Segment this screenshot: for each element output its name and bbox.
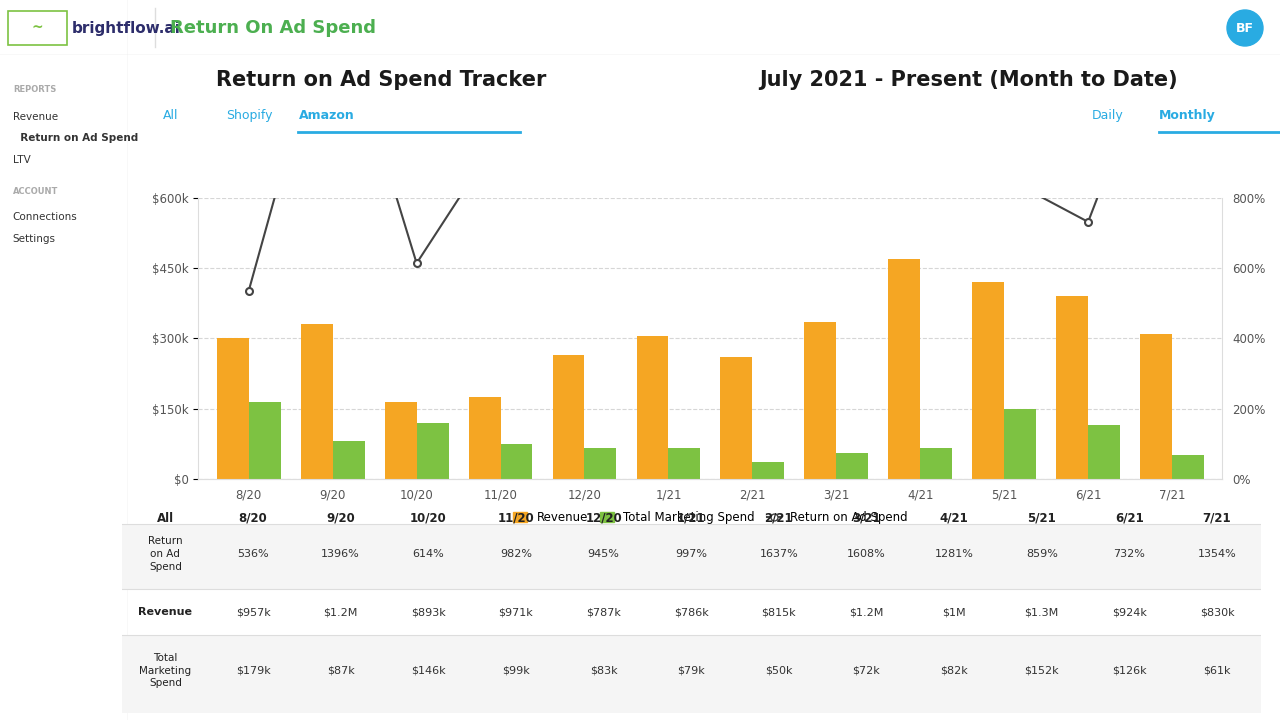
Text: REPORTS: REPORTS [13,85,56,94]
Text: 6/21: 6/21 [1115,512,1144,525]
Text: 614%: 614% [412,549,444,559]
Bar [416,423,448,479]
Text: $50k: $50k [765,666,792,675]
Text: ACCOUNT: ACCOUNT [13,187,58,197]
Bar [668,449,700,479]
Bar [122,524,1261,589]
Bar [973,282,1005,479]
Text: 2/21: 2/21 [764,512,794,525]
Text: Connections: Connections [13,212,78,222]
Bar [1088,425,1120,479]
Bar [553,355,585,479]
Text: 945%: 945% [588,549,620,559]
Text: $99k: $99k [502,666,530,675]
Text: 859%: 859% [1025,549,1057,559]
Bar [333,441,365,479]
Text: Return on Ad Spend Tracker: Return on Ad Spend Tracker [216,70,547,90]
Bar [122,635,1261,713]
Bar [1140,333,1172,479]
Text: 8/20: 8/20 [238,512,268,525]
Text: BF: BF [1236,22,1254,35]
Bar [721,357,753,479]
Text: LTV: LTV [13,155,31,165]
Text: $1.2M: $1.2M [849,608,883,617]
Text: $83k: $83k [590,666,617,675]
Text: $786k: $786k [673,608,709,617]
Text: 1281%: 1281% [934,549,974,559]
Bar [1056,297,1088,479]
Text: $82k: $82k [941,666,968,675]
Text: $72k: $72k [852,666,881,675]
Text: 7/21: 7/21 [1203,512,1231,525]
Text: 9/20: 9/20 [326,512,355,525]
Text: $61k: $61k [1203,666,1231,675]
Text: 1608%: 1608% [847,549,886,559]
Bar [1172,455,1204,479]
Text: ~: ~ [31,21,42,35]
Text: 997%: 997% [676,549,708,559]
Text: All: All [157,512,174,525]
Text: 1637%: 1637% [759,549,799,559]
Circle shape [1228,10,1263,46]
Text: Return
on Ad
Spend: Return on Ad Spend [148,536,183,572]
Bar [385,402,416,479]
Bar [888,258,920,479]
Text: Shopify: Shopify [227,109,273,122]
Text: $893k: $893k [411,608,445,617]
Text: $1.2M: $1.2M [324,608,358,617]
Text: $957k: $957k [236,608,270,617]
Text: 3/21: 3/21 [852,512,881,525]
Text: Revenue: Revenue [138,608,192,617]
Text: 11/20: 11/20 [498,512,534,525]
Text: 1396%: 1396% [321,549,360,559]
Text: 4/21: 4/21 [940,512,969,525]
Text: $79k: $79k [677,666,705,675]
Bar [248,402,280,479]
Text: $830k: $830k [1199,608,1234,617]
Bar [804,322,836,479]
Text: All: All [163,109,178,122]
Text: 732%: 732% [1114,549,1146,559]
Bar [836,453,868,479]
Text: 10/20: 10/20 [410,512,447,525]
Text: $126k: $126k [1112,666,1147,675]
Text: 982%: 982% [500,549,532,559]
Text: $1M: $1M [942,608,966,617]
Text: Amazon: Amazon [298,109,355,122]
Bar [753,462,785,479]
Text: 536%: 536% [237,549,269,559]
Text: brightflow.ai: brightflow.ai [72,20,180,35]
Bar [468,397,500,479]
Text: Revenue: Revenue [13,112,58,122]
Bar [636,336,668,479]
Text: $924k: $924k [1112,608,1147,617]
Bar [500,444,532,479]
Bar [920,449,952,479]
Text: $179k: $179k [236,666,270,675]
Text: 5/21: 5/21 [1028,512,1056,525]
Text: Return On Ad Spend: Return On Ad Spend [170,19,376,37]
Text: Settings: Settings [13,234,56,244]
Bar [301,324,333,479]
Bar [216,338,248,479]
Text: $971k: $971k [499,608,534,617]
Text: Total
Marketing
Spend: Total Marketing Spend [140,653,192,688]
Text: $87k: $87k [326,666,355,675]
Text: $787k: $787k [586,608,621,617]
Text: Monthly: Monthly [1160,109,1216,122]
Text: $146k: $146k [411,666,445,675]
Text: $1.3M: $1.3M [1024,608,1059,617]
Legend: Revenue, Total Marketing Spend, Return on Ad Spend: Revenue, Total Marketing Spend, Return o… [508,507,913,529]
Text: July 2021 - Present (Month to Date): July 2021 - Present (Month to Date) [759,70,1179,90]
Text: $815k: $815k [762,608,796,617]
Text: 1354%: 1354% [1198,549,1236,559]
Text: 12/20: 12/20 [585,512,622,525]
Text: $152k: $152k [1024,666,1059,675]
Text: Return on Ad Spend: Return on Ad Spend [13,133,138,143]
Bar [585,449,617,479]
Bar [1005,408,1036,479]
Text: Daily: Daily [1092,109,1124,122]
Text: 1/21: 1/21 [677,512,705,525]
